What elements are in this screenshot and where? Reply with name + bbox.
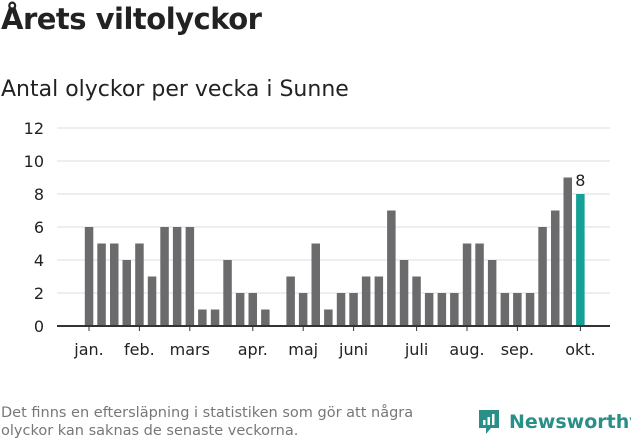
- bar: [286, 276, 295, 326]
- x-tick-label: apr.: [238, 340, 268, 359]
- x-tick-label: feb.: [124, 340, 155, 359]
- bar: [210, 309, 220, 326]
- bar: [110, 243, 119, 326]
- y-tick-label: 2: [34, 284, 44, 303]
- bar: [563, 177, 572, 326]
- bar: [500, 293, 510, 326]
- brand-logo: Newsworthy: [477, 408, 631, 436]
- x-tick-label: aug.: [449, 340, 484, 359]
- bar: [147, 276, 157, 326]
- newsworthy-logo-icon: [479, 410, 499, 434]
- x-tick-label: maj: [288, 340, 318, 359]
- bar: [248, 293, 257, 326]
- bar: [551, 210, 560, 326]
- bar: [336, 293, 346, 326]
- bar: [374, 276, 384, 326]
- bar: [349, 293, 358, 326]
- y-tick-label: 10: [24, 152, 44, 171]
- annotations: 8: [575, 171, 585, 190]
- bar: [399, 260, 409, 326]
- bar: [424, 293, 434, 326]
- y-tick-label: 0: [34, 317, 44, 336]
- bar: [450, 293, 459, 326]
- bar: [298, 293, 308, 326]
- bar: [412, 276, 421, 326]
- y-tick-label: 6: [34, 218, 44, 237]
- bar: [97, 243, 106, 326]
- bar: [122, 260, 131, 326]
- x-axis: jan. feb. mars apr. maj juni juli aug. sep. okt.: [57, 325, 610, 359]
- bar: [487, 260, 497, 326]
- bar: [172, 227, 182, 326]
- x-tick-label: sep.: [501, 340, 534, 359]
- data-label: 8: [575, 171, 585, 190]
- y-tick-label: 8: [34, 185, 44, 204]
- bar-highlighted: [576, 194, 585, 326]
- bar: [135, 243, 144, 326]
- bar: [223, 260, 232, 326]
- y-tick-label: 12: [24, 119, 44, 138]
- x-tick-label: juni: [338, 340, 368, 359]
- bar: [324, 309, 333, 326]
- bar: [538, 227, 547, 326]
- bar: [361, 276, 371, 326]
- bar: [525, 293, 535, 326]
- footnote: Det finns en eftersläpning i statistiken…: [1, 405, 414, 439]
- bar: [513, 293, 522, 326]
- bar: [311, 243, 320, 326]
- bar: [437, 293, 447, 326]
- chart-title: Årets viltolyckor: [1, 2, 262, 36]
- bar: [387, 210, 396, 326]
- bars: [84, 177, 585, 326]
- bar: [160, 227, 169, 326]
- x-tick-label: jan.: [73, 340, 103, 359]
- y-axis: 0 2 4 6 8 10 12: [24, 119, 44, 336]
- x-tick-label: okt.: [565, 340, 595, 359]
- chart-subtitle: Antal olyckor per vecka i Sunne: [1, 77, 349, 102]
- bar-chart: 0 2 4 6 8 10 12 jan. feb. mars apr. maj juni juli aug…: [24, 119, 610, 359]
- bar: [261, 309, 270, 326]
- bar: [84, 227, 94, 326]
- bar: [462, 243, 472, 326]
- bar: [198, 309, 207, 326]
- bar: [185, 227, 195, 326]
- bar: [235, 293, 245, 326]
- x-tick-label: juli: [404, 340, 428, 359]
- x-tick-label: mars: [170, 340, 210, 359]
- brand-name: Newsworthy: [509, 411, 631, 433]
- y-tick-label: 4: [34, 251, 44, 270]
- bar: [475, 243, 484, 326]
